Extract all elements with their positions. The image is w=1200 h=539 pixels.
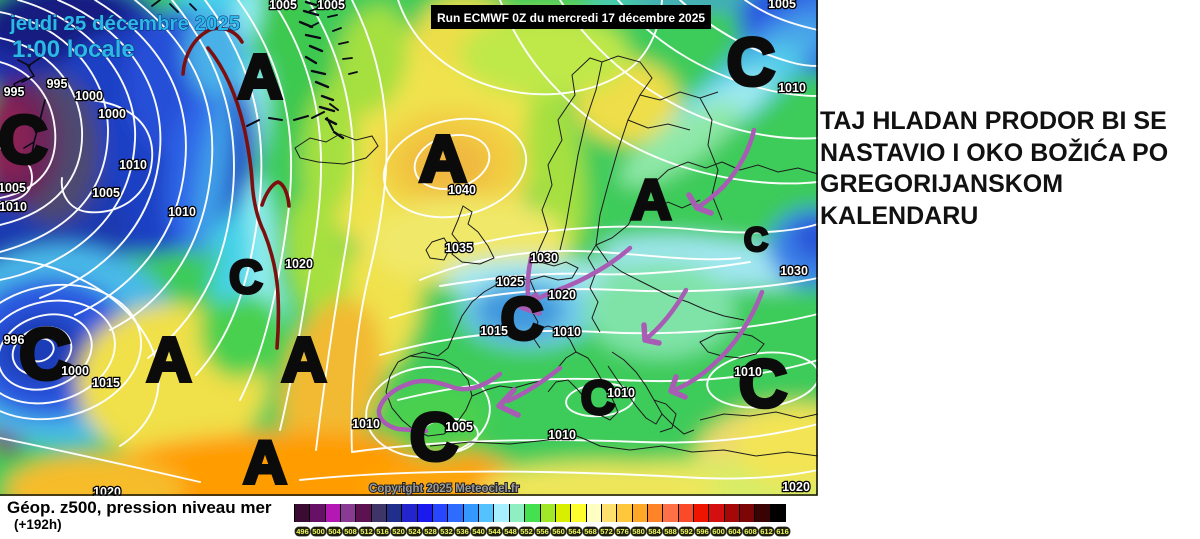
svg-text:C: C [410,400,458,475]
svg-text:1010: 1010 [119,158,147,172]
svg-text:1010: 1010 [734,365,762,379]
svg-text:A: A [282,326,327,395]
svg-text:995: 995 [4,85,25,99]
svg-text:1010: 1010 [607,386,635,400]
svg-text:1005: 1005 [768,0,796,11]
svg-text:A: A [420,122,467,195]
svg-text:1005: 1005 [317,0,345,12]
svg-text:1:00 locale: 1:00 locale [12,36,135,63]
svg-text:1005: 1005 [0,181,26,195]
svg-text:1020: 1020 [782,480,810,494]
svg-text:1000: 1000 [98,107,126,121]
svg-text:1025: 1025 [496,275,524,289]
svg-text:C: C [744,221,769,259]
svg-text:jeudi 25 décembre 2025: jeudi 25 décembre 2025 [9,12,240,35]
svg-text:1040: 1040 [448,183,476,197]
svg-text:C: C [0,102,48,178]
svg-text:A: A [243,429,286,496]
svg-text:A: A [238,43,283,112]
svg-text:995: 995 [47,77,68,91]
svg-text:1010: 1010 [778,81,806,95]
svg-text:C: C [738,346,787,422]
svg-text:1010: 1010 [0,200,27,214]
svg-text:1005: 1005 [269,0,297,12]
svg-text:1020: 1020 [548,288,576,302]
svg-text:1005: 1005 [92,186,120,200]
svg-text:1010: 1010 [168,205,196,219]
svg-text:A: A [630,168,671,232]
svg-text:1030: 1030 [530,251,558,265]
svg-text:A: A [147,326,192,395]
svg-text:1020: 1020 [285,257,313,271]
svg-text:1005: 1005 [445,420,473,434]
svg-text:Copyright 2025 Meteociel.fr: Copyright 2025 Meteociel.fr [369,483,520,495]
svg-text:1035: 1035 [445,241,473,255]
svg-text:1015: 1015 [92,376,120,390]
svg-text:1015: 1015 [480,324,508,338]
svg-text:1010: 1010 [548,428,576,442]
svg-text:1010: 1010 [553,325,581,339]
svg-text:C: C [581,372,616,425]
svg-text:996: 996 [4,333,25,347]
svg-text:C: C [19,315,71,395]
svg-text:1000: 1000 [75,89,103,103]
svg-text:C: C [501,286,544,352]
svg-text:1010: 1010 [352,417,380,431]
svg-text:1000: 1000 [61,364,89,378]
svg-text:1030: 1030 [780,264,808,278]
svg-text:C: C [727,25,775,100]
svg-text:C: C [229,250,263,303]
svg-text:Run ECMWF 0Z du mercredi 17 dé: Run ECMWF 0Z du mercredi 17 décembre 202… [437,11,705,25]
